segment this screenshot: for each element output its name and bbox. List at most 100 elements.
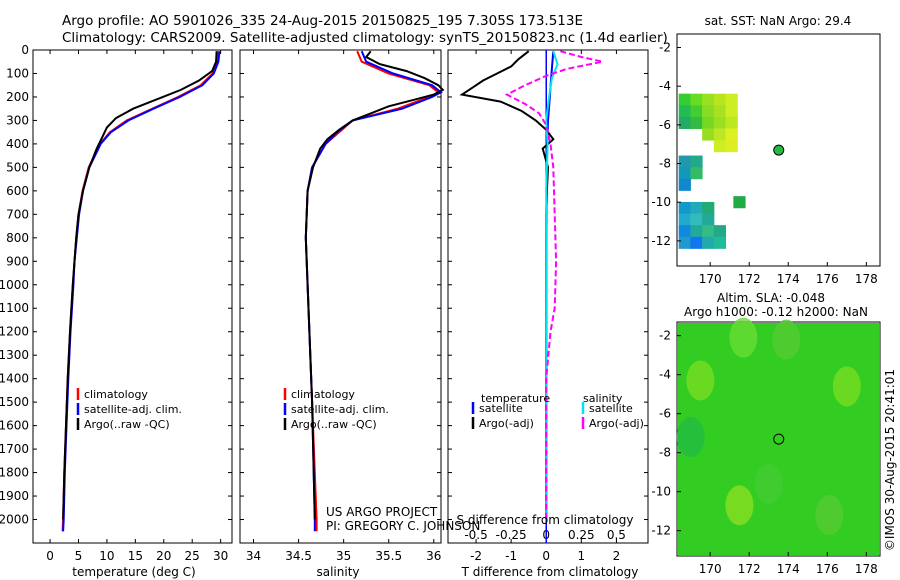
sst-grid-cell (690, 236, 703, 249)
map-y-tick-label: -6 (659, 118, 671, 132)
depth-tick-label: 1000 (0, 278, 29, 292)
map-x-tick-label: 174 (777, 562, 800, 576)
legend-label: climatology (291, 388, 355, 401)
map-x-tick-label: 178 (855, 562, 878, 576)
x-tick-label: 20 (156, 549, 171, 563)
legend-label: satellite-adj. clim. (291, 403, 389, 416)
header-line-2: Climatology: CARS2009. Satellite-adjuste… (62, 30, 668, 46)
depth-tick-label: 800 (6, 231, 29, 245)
argo-float-marker (773, 144, 785, 156)
depth-tick-label: 1700 (0, 442, 29, 456)
sst-grid-cell (690, 201, 703, 215)
sst-grid-cell (702, 213, 715, 226)
sst-grid-cell (690, 225, 703, 238)
profile-line (304, 50, 443, 532)
sla-field-patch (686, 360, 715, 401)
sla-field-patch (676, 417, 705, 458)
sst-grid-cell (690, 167, 703, 180)
legend-label: satellite (479, 402, 523, 415)
sst-grid-cell (702, 201, 715, 215)
sla-map-title-line-1: Altim. SLA: -0.048 (717, 291, 825, 305)
sst-grid-cell (678, 155, 691, 168)
sst-grid-cell (713, 93, 727, 106)
depth-tick-label: 2000 (0, 513, 29, 527)
difference-panel: -2-1012-0.5-0.2500.250.5temperaturesalin… (459, 50, 644, 563)
map-y-tick-label: -8 (659, 157, 671, 171)
depth-tick-label: 400 (6, 137, 29, 151)
temperature-axis-label: temperature (deg C) (72, 565, 195, 579)
map-y-tick-label: -8 (659, 446, 671, 460)
sla-field-patch (754, 463, 783, 504)
sst-grid-cell (702, 93, 715, 106)
x-tick-label: 15 (128, 549, 143, 563)
depth-tick-label: 700 (6, 207, 29, 221)
sst-map-frame (676, 33, 881, 267)
sst-grid-cell (725, 116, 738, 129)
sst-grid-cell (690, 116, 703, 129)
profile-line (62, 51, 221, 532)
sst-map-panel: 170 172 174 176 178 -2 -4 -6 -8 -10 -12 (651, 41, 877, 286)
x-tick-label: 2 (613, 549, 621, 563)
salinity-diff-tick-label: 0.5 (607, 528, 626, 542)
depth-tick-label: 1500 (0, 395, 29, 409)
profile-line (504, 50, 603, 520)
depth-tick-label: 100 (6, 66, 29, 80)
sst-grid-cell (725, 105, 738, 118)
x-tick-label: 30 (213, 549, 228, 563)
sst-grid-cell (733, 196, 746, 209)
sst-grid-cell (678, 213, 691, 226)
sla-field-patch (832, 366, 861, 407)
sst-grid-cell (702, 116, 715, 129)
map-y-tick-label: -12 (651, 234, 671, 248)
sst-grid-cell (678, 236, 691, 249)
map-x-tick-label: 170 (699, 562, 722, 576)
x-tick-label: 34.5 (285, 549, 312, 563)
map-y-tick-label: -4 (659, 368, 671, 382)
profile-line (62, 51, 218, 520)
x-tick-label: 0 (542, 549, 550, 563)
sst-grid-cell (713, 236, 727, 249)
depth-tick-label: 1400 (0, 372, 29, 386)
depth-tick-label: 1300 (0, 348, 29, 362)
sst-grid-cell (678, 225, 691, 238)
legend-title: salinity (583, 392, 623, 405)
depth-axis: 0 100 200 300 400 500 600 700 800 900 1000 1100 1200… (0, 43, 648, 527)
map-x-tick-label: 174 (777, 272, 800, 286)
legend-label: satellite (589, 402, 633, 415)
sst-grid-cell (678, 105, 691, 118)
sst-grid-cell (678, 178, 691, 191)
x-tick-label: 1 (578, 549, 586, 563)
sst-grid-cell (725, 93, 738, 106)
x-tick-label: 36 (426, 549, 441, 563)
sst-grid-cell (725, 140, 738, 153)
x-tick-label: 34 (246, 549, 261, 563)
sst-map-title: sat. SST: NaN Argo: 29.4 (705, 14, 852, 28)
x-tick-label: 10 (99, 549, 114, 563)
map-x-tick-label: 176 (816, 562, 839, 576)
sla-map-panel: 170 172 174 176 178 -2 -4 -6 -8 -10 -12 (651, 317, 879, 576)
legend-title: temperature (481, 392, 550, 405)
sst-grid-cell (690, 155, 703, 168)
map-y-tick-label: -12 (651, 524, 671, 538)
sst-grid-cell (725, 128, 738, 141)
legend-label: Argo(..raw -QC) (291, 418, 377, 431)
sst-grid-cell (713, 140, 727, 153)
sst-grid-cell (690, 105, 703, 118)
depth-tick-label: 0 (21, 43, 29, 57)
sst-grid-cell (713, 116, 727, 129)
credit-project: US ARGO PROJECT (326, 505, 438, 519)
sst-grid-cell (678, 167, 691, 180)
map-x-tick-label: 172 (738, 562, 761, 576)
sst-grid-cell (690, 93, 703, 106)
depth-tick-label: 600 (6, 184, 29, 198)
salinity-diff-tick-label: -0.5 (464, 528, 487, 542)
x-tick-label: -2 (470, 549, 482, 563)
sst-grid-cell (678, 93, 691, 106)
legend-label: Argo(-adj) (589, 417, 644, 430)
profile-line (545, 51, 555, 520)
map-y-tick-label: -2 (659, 329, 671, 343)
depth-tick-label: 300 (6, 113, 29, 127)
legend-label: climatology (84, 388, 148, 401)
depth-tick-label: 1800 (0, 466, 29, 480)
sla-field-patch (815, 495, 844, 536)
